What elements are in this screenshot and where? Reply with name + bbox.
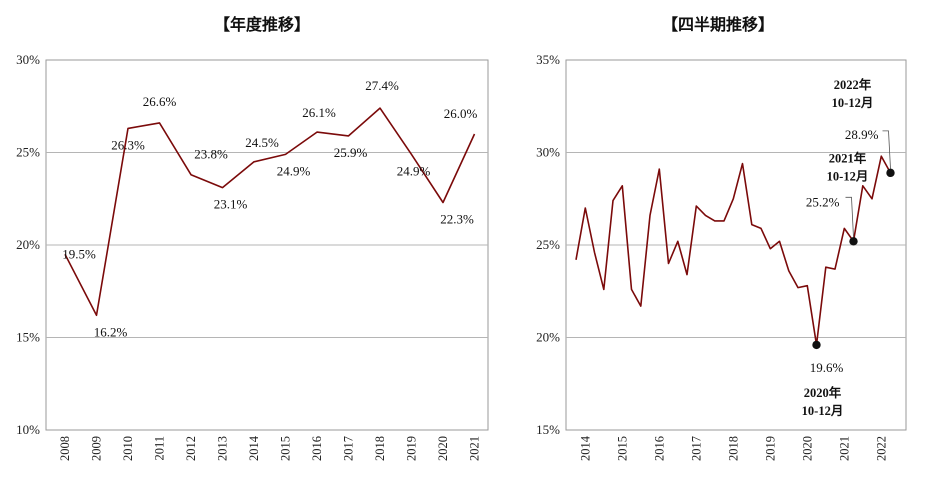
- annual-x-tick-label: 2011: [153, 436, 167, 461]
- annual-x-tick-label: 2016: [310, 436, 324, 461]
- annual-data-label: 24.5%: [245, 135, 279, 150]
- annual-data-label: 19.5%: [62, 246, 96, 261]
- annual-data-label: 26.0%: [444, 106, 478, 121]
- annual-x-tick-label: 2010: [121, 436, 135, 461]
- quarterly-highlight-value-label: 19.6%: [810, 360, 844, 375]
- annual-x-tick-label: 2015: [279, 436, 293, 461]
- quarterly-x-tick-label: 2020: [800, 436, 814, 461]
- annual-x-tick-label: 2014: [247, 435, 261, 461]
- quarterly-x-tick-label: 2021: [837, 436, 851, 461]
- annual-y-tick-label: 10%: [16, 422, 40, 437]
- annual-x-tick-label: 2012: [184, 436, 198, 461]
- quarterly-highlight-period-year: 2022年: [834, 77, 872, 92]
- quarterly-x-tick-label: 2014: [578, 435, 592, 461]
- annual-y-tick-label: 30%: [16, 52, 40, 67]
- annual-y-tick-label: 20%: [16, 237, 40, 252]
- quarterly-highlight-value-label: 28.9%: [845, 127, 879, 142]
- annual-x-tick-label: 2013: [216, 436, 230, 461]
- annual-data-label: 26.1%: [302, 105, 336, 120]
- annual-data-label: 24.9%: [277, 163, 311, 178]
- annual-x-tick-label: 2009: [90, 436, 104, 461]
- annual-data-label: 27.4%: [365, 78, 399, 93]
- quarterly-x-tick-label: 2015: [615, 436, 629, 461]
- quarterly-highlight-period-months: 10-12月: [827, 169, 869, 183]
- annual-data-label: 24.9%: [397, 163, 431, 178]
- annual-x-tick-label: 2018: [373, 436, 387, 461]
- annual-x-tick-label: 2021: [468, 436, 482, 461]
- annual-x-tick-label: 2017: [342, 436, 356, 461]
- quarterly-x-tick-label: 2017: [689, 436, 703, 461]
- quarterly-highlight-period-months: 10-12月: [832, 96, 874, 110]
- quarterly-y-tick-label: 35%: [536, 52, 560, 67]
- annual-data-label: 23.1%: [214, 197, 248, 212]
- annual-data-label: 26.3%: [111, 137, 145, 152]
- quarterly-y-tick-label: 30%: [536, 145, 560, 160]
- annual-x-tick-label: 2020: [436, 436, 450, 461]
- quarterly-y-tick-label: 20%: [536, 330, 560, 345]
- quarterly-highlight-value-label: 25.2%: [806, 194, 840, 209]
- annual-data-label: 16.2%: [94, 324, 128, 339]
- quarterly-highlight-period-year: 2020年: [804, 385, 842, 400]
- quarterly-highlight-marker: [886, 169, 894, 177]
- quarterly-y-tick-label: 25%: [536, 237, 560, 252]
- annual-data-label: 23.8%: [194, 147, 228, 162]
- quarterly-highlight-marker: [812, 341, 820, 349]
- quarterly-x-tick-label: 2016: [652, 436, 666, 461]
- annual-y-tick-label: 25%: [16, 145, 40, 160]
- annual-y-tick-label: 15%: [16, 330, 40, 345]
- quarterly-x-tick-label: 2018: [726, 436, 740, 461]
- quarterly-highlight-marker: [849, 237, 857, 245]
- annual-data-label: 22.3%: [440, 211, 474, 226]
- annual-x-tick-label: 2019: [405, 436, 419, 461]
- annual-chart: 【年度推移】 10% 15% 20% 25% 30% 2008 2009 2010 2011 20…: [16, 15, 488, 461]
- quarterly-highlight-period-year: 2021年: [829, 150, 867, 165]
- annual-data-label: 26.6%: [143, 94, 177, 109]
- quarterly-highlight-period-months: 10-12月: [802, 404, 844, 418]
- quarterly-chart-title: 【四半期推移】: [662, 15, 774, 34]
- annual-chart-title: 【年度推移】: [214, 15, 310, 34]
- annual-data-label: 25.9%: [334, 145, 368, 160]
- quarterly-chart: 【四半期推移】 15% 20% 25% 30% 35% 2014 2015 2016 2017 2…: [536, 15, 906, 461]
- quarterly-x-tick-label: 2022: [874, 436, 888, 461]
- quarterly-y-tick-label: 15%: [536, 422, 560, 437]
- annual-x-tick-label: 2008: [58, 436, 72, 461]
- quarterly-x-tick-label: 2019: [763, 436, 777, 461]
